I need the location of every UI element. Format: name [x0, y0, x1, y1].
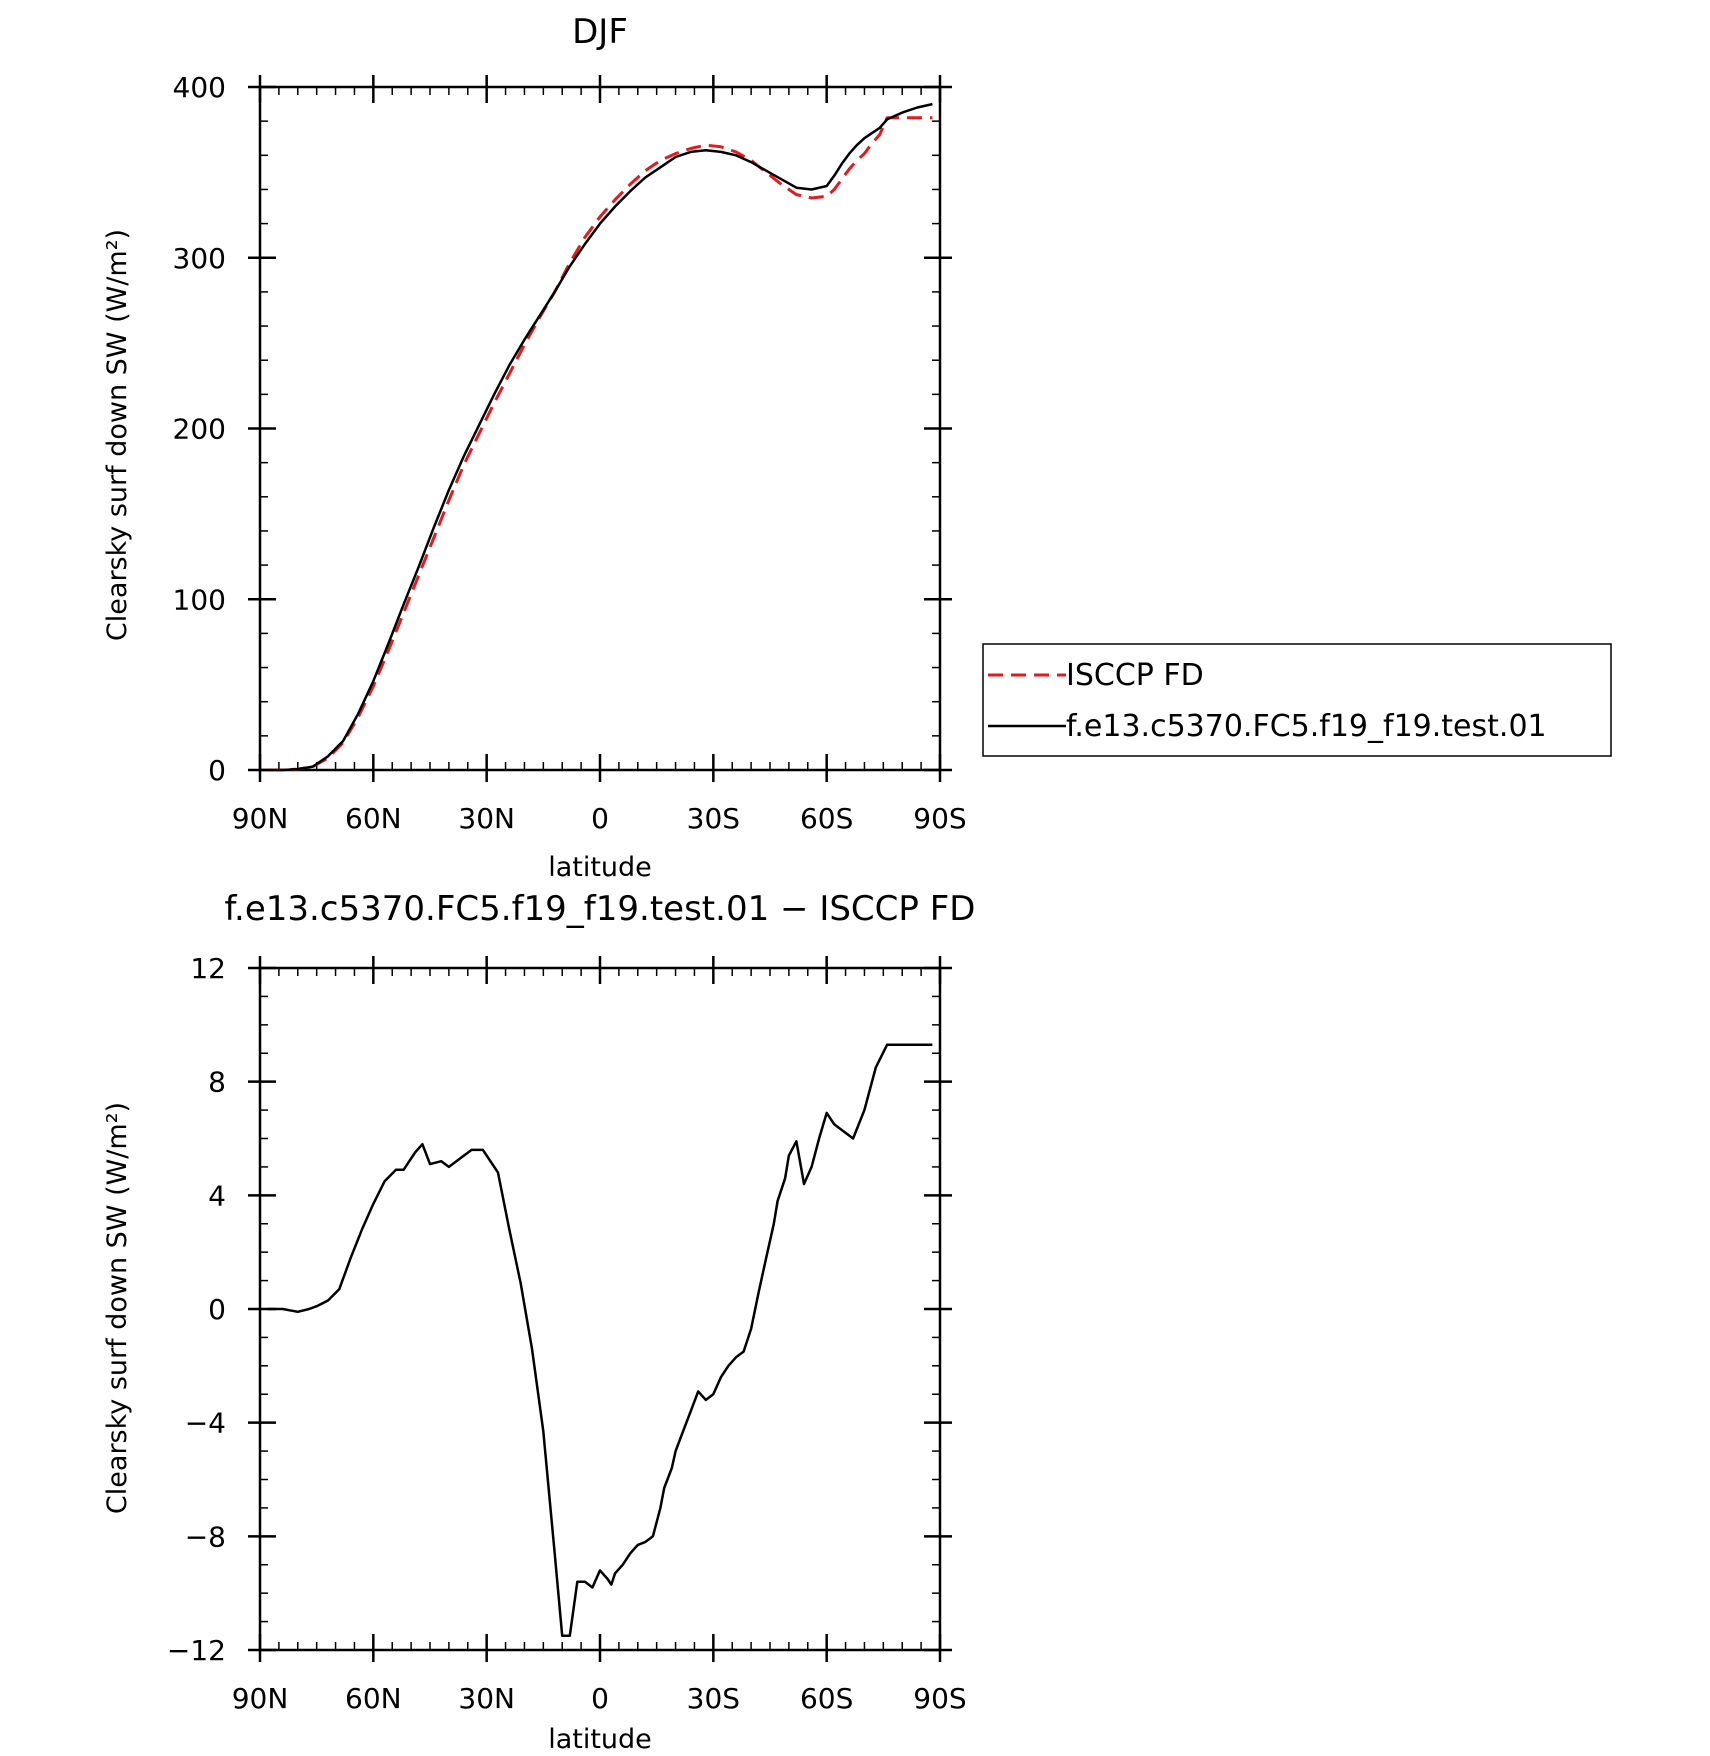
top-chart-x-tick-label: 0	[591, 802, 609, 835]
bottom-chart-y-tick-label: 0	[208, 1293, 226, 1326]
top-chart-x-axis-label: latitude	[548, 852, 652, 883]
top-chart-plot-frame	[258, 85, 942, 772]
top-chart-y-tick-label: 200	[173, 413, 226, 446]
top-chart-y-tick-label: 400	[173, 71, 226, 104]
bottom-chart-plot-frame	[258, 966, 942, 1652]
top-chart-series-line-0	[267, 116, 933, 772]
legend-box	[982, 643, 1612, 757]
top-chart-y-tick-label: 100	[173, 583, 226, 616]
top-chart-x-tick-label: 30N	[458, 802, 515, 835]
bottom-chart-y-tick-label: 4	[208, 1179, 226, 1212]
bottom-chart-y-tick-label: −4	[185, 1407, 226, 1440]
bottom-chart-title: f.e13.c5370.FC5.f19_f19.test.01 − ISCCP …	[225, 889, 976, 929]
bottom-chart-x-tick-label: 90S	[913, 1682, 966, 1715]
bottom-chart-x-tick-label: 30N	[458, 1682, 515, 1715]
top-chart-x-tick-label: 30S	[687, 802, 740, 835]
top-chart-x-tick-label: 60S	[800, 802, 853, 835]
top-chart-series-line-1	[267, 102, 933, 772]
bottom-chart-x-tick-label: 90N	[232, 1682, 289, 1715]
top-chart-y-tick-label: 0	[208, 754, 226, 787]
top-chart-x-tick-label: 90N	[232, 802, 289, 835]
bottom-chart-y-tick-label: 12	[190, 952, 226, 985]
bottom-chart-panel: f.e13.c5370.FC5.f19_f19.test.01 − ISCCP …	[102, 889, 975, 1755]
top-chart-marks: 90N 60N 30N 0 30S 60S 90S 0 100 200 300 400	[173, 71, 967, 835]
bottom-chart-y-tick-label: −12	[167, 1634, 226, 1667]
bottom-chart-marks: 90N 60N 30N 0 30S 60S 90S −12 −8 −4 0 4 8 12	[167, 952, 967, 1715]
bottom-chart-x-axis-label: latitude	[548, 1724, 652, 1755]
bottom-chart-y-axis-label: Clearsky surf down SW (W/m²)	[102, 1102, 133, 1514]
top-chart-x-tick-label: 60N	[345, 802, 402, 835]
bottom-chart-y-tick-label: −8	[185, 1520, 226, 1553]
bottom-chart-series-line-0	[267, 1043, 933, 1638]
bottom-chart-x-tick-label: 60N	[345, 1682, 402, 1715]
bottom-chart-x-tick-label: 30S	[687, 1682, 740, 1715]
legend: ISCCP FD f.e13.c5370.FC5.f19_f19.test.01	[982, 643, 1612, 757]
legend-label-model: f.e13.c5370.FC5.f19_f19.test.01	[1066, 709, 1547, 744]
top-chart-panel: DJF Clearsky surf down SW (W/m²) latitud…	[102, 12, 967, 883]
top-chart-title: DJF	[572, 12, 628, 52]
top-chart-x-tick-label: 90S	[913, 802, 966, 835]
top-chart-y-axis-label: Clearsky surf down SW (W/m²)	[102, 229, 133, 641]
top-chart-y-tick-label: 300	[173, 242, 226, 275]
bottom-chart-y-tick-label: 8	[208, 1066, 226, 1099]
bottom-chart-x-tick-label: 0	[591, 1682, 609, 1715]
legend-label-isccp: ISCCP FD	[1066, 658, 1204, 693]
bottom-chart-x-tick-label: 60S	[800, 1682, 853, 1715]
